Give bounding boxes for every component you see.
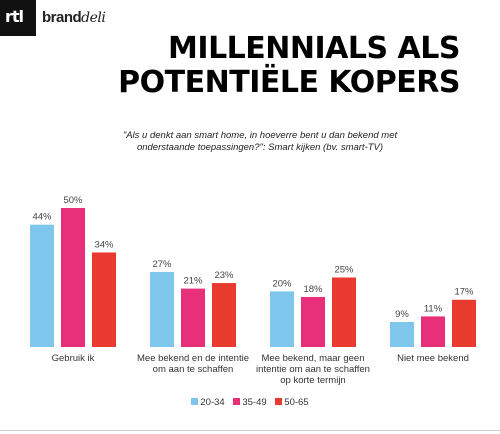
bar-35-49-3 bbox=[421, 316, 445, 347]
bar-20-34-0 bbox=[30, 224, 54, 347]
data-label-35-49-0: 50% bbox=[63, 195, 83, 206]
category-label-2-2: op korte termijn bbox=[280, 375, 345, 386]
category-label-2-1: intentie om aan te schaffen bbox=[256, 364, 370, 375]
legend-swatch-1 bbox=[191, 398, 199, 405]
data-label-20-34-3: 9% bbox=[395, 309, 409, 320]
data-label-20-34-0: 44% bbox=[32, 212, 52, 223]
bar-50-65-2 bbox=[332, 277, 356, 347]
branddeli-logo-text-a: brand bbox=[42, 9, 82, 26]
category-label-2-0: Mee bekend, maar geen bbox=[262, 353, 365, 364]
legend-label-1: 20-34 bbox=[200, 397, 225, 408]
bar-35-49-0 bbox=[61, 208, 85, 347]
data-label-35-49-3: 11% bbox=[424, 303, 443, 314]
data-label-50-65-0: 34% bbox=[94, 239, 114, 250]
title-line-2: POTENTIËLE KOPERS bbox=[118, 65, 460, 100]
data-label-20-34-2: 20% bbox=[272, 278, 292, 289]
page-title: MILLENNIALS ALS POTENTIËLE KOPERS bbox=[118, 32, 460, 100]
bar-20-34-1 bbox=[150, 271, 174, 347]
chart-legend: 20-34 35-49 50-65 bbox=[0, 397, 500, 408]
bar-50-65-3 bbox=[452, 299, 476, 347]
bar-35-49-1 bbox=[181, 288, 205, 347]
category-label-1-1: om aan te schaffen bbox=[153, 364, 234, 375]
bar-50-65-0 bbox=[92, 252, 116, 347]
data-label-20-34-1: 27% bbox=[152, 259, 172, 270]
legend-label-2: 35-49 bbox=[242, 397, 267, 408]
bar-35-49-2 bbox=[301, 296, 325, 347]
rtl-logo: rtl bbox=[0, 0, 36, 36]
rtl-logo-text: rtl bbox=[5, 7, 24, 26]
data-label-35-49-1: 21% bbox=[183, 276, 203, 287]
survey-question: "Als u denkt aan smart home, in hoeverre… bbox=[122, 130, 398, 153]
category-label-0-0: Gebruik ik bbox=[52, 353, 95, 364]
bar-50-65-1 bbox=[212, 283, 236, 347]
legend-swatch-2 bbox=[233, 398, 241, 405]
footer-divider bbox=[0, 430, 500, 431]
legend-item-3: 50-65 bbox=[275, 397, 309, 408]
legend-label-3: 50-65 bbox=[284, 397, 309, 408]
legend-item-2: 35-49 bbox=[233, 397, 267, 408]
data-label-35-49-2: 18% bbox=[303, 284, 323, 295]
legend-swatch-3 bbox=[275, 398, 283, 405]
data-label-50-65-2: 25% bbox=[334, 265, 354, 276]
category-label-3-0: Niet mee bekend bbox=[397, 353, 469, 364]
legend-item-1: 20-34 bbox=[191, 397, 225, 408]
branddeli-logo: branddeli bbox=[42, 9, 106, 26]
title-line-1: MILLENNIALS ALS bbox=[168, 31, 460, 66]
data-label-50-65-1: 23% bbox=[214, 270, 234, 281]
data-label-50-65-3: 17% bbox=[454, 287, 474, 298]
category-label-1-0: Mee bekend en de intentie bbox=[137, 353, 249, 364]
bar-20-34-3 bbox=[390, 321, 414, 347]
branddeli-logo-text-b: deli bbox=[81, 10, 106, 26]
bar-20-34-2 bbox=[270, 291, 294, 347]
